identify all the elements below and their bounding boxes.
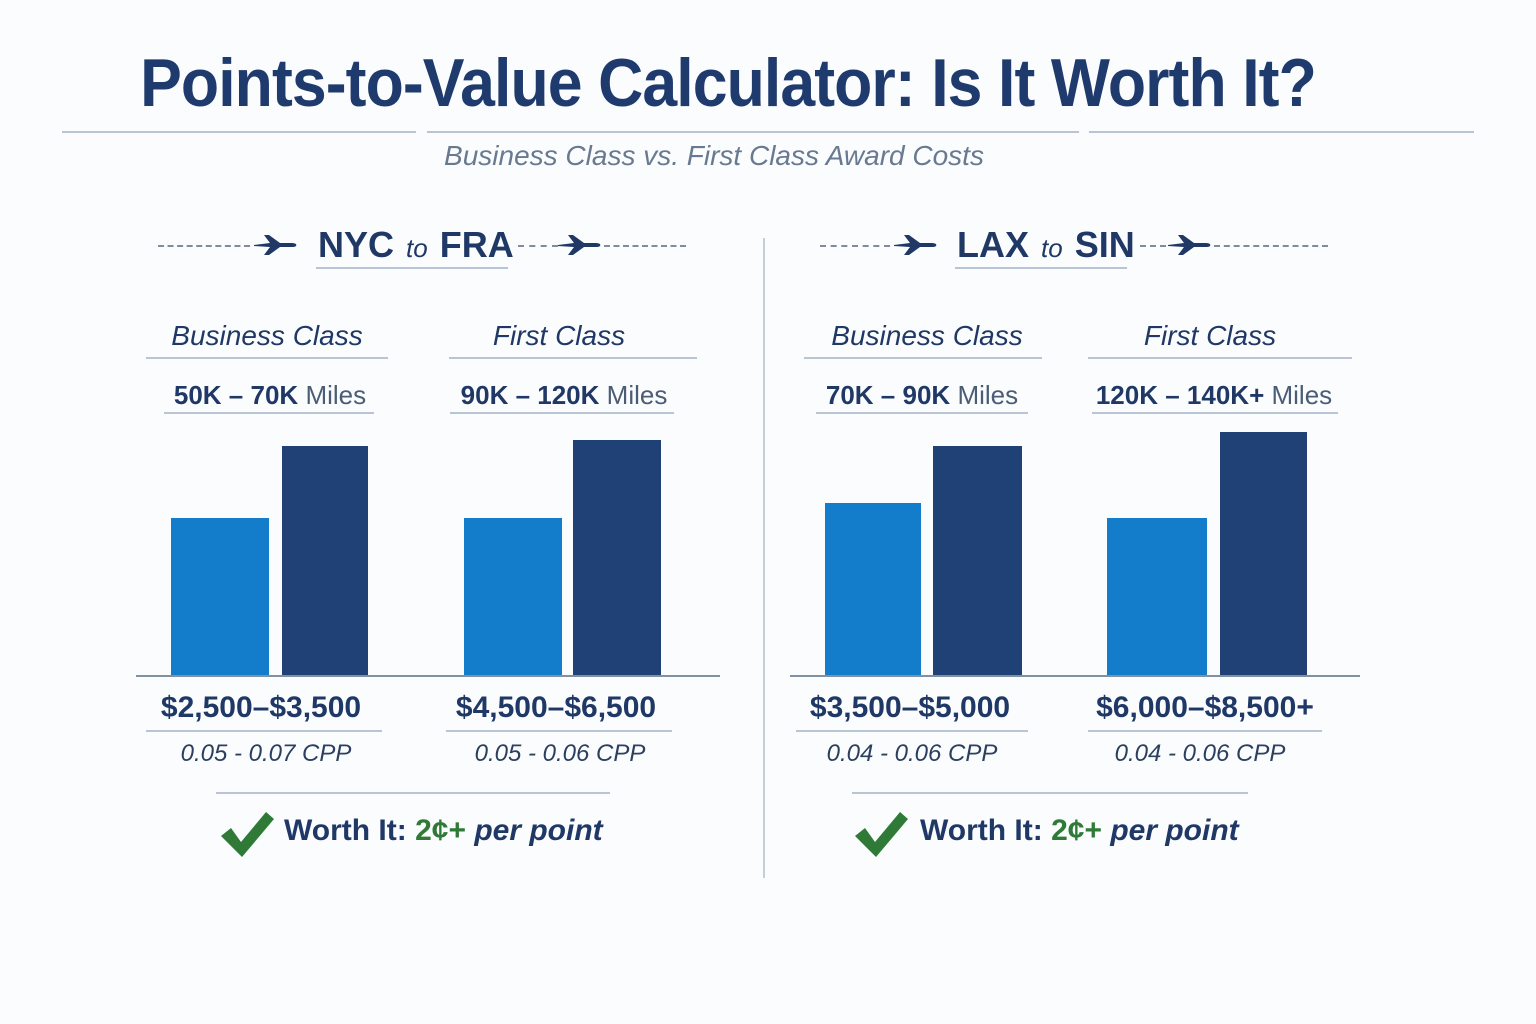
class-underline [146, 357, 388, 359]
miles-unit: Miles [305, 380, 367, 410]
miles-unit: Miles [957, 380, 1019, 410]
route-dash-mid [518, 245, 558, 247]
chart-baseline [136, 675, 720, 677]
route-underline [316, 267, 508, 269]
route-dash-mid [1140, 245, 1166, 247]
verdict-text: Worth It: 2¢+ per point [920, 814, 1239, 848]
verdict-suffix: per point [474, 814, 603, 847]
verdict-suffix: per point [1110, 814, 1239, 847]
verdict-label: Worth It: [284, 814, 407, 847]
miles-value: 90K – 120K [460, 380, 600, 410]
title-rule-right [1089, 131, 1474, 133]
page-subtitle: Business Class vs. First Class Award Cos… [444, 140, 984, 171]
cpp-value: 0.04 - 0.06 CPP [1114, 740, 1286, 767]
route-to-word: to [406, 233, 428, 263]
miles-underline [816, 412, 1028, 414]
airplane-icon [254, 235, 297, 255]
bar-first-light [464, 518, 562, 675]
class-label-first: First Class [492, 320, 626, 351]
miles-unit: Miles [606, 380, 668, 410]
verdict-value: 2¢+ [415, 814, 466, 847]
price-underline [446, 730, 672, 732]
miles-range: 90K – 120K Miles [444, 380, 684, 411]
panel-divider [763, 238, 765, 878]
route-dash-left [158, 245, 250, 247]
checkmark-icon [221, 812, 274, 857]
bar-first-light [1107, 518, 1207, 675]
miles-value: 50K – 70K [173, 380, 299, 410]
miles-underline [164, 412, 374, 414]
price-range: $3,500–$5,000 [809, 691, 1011, 724]
bar-business-dark [933, 446, 1022, 675]
airplane-icon [558, 235, 601, 255]
verdict-rule [852, 792, 1248, 794]
cpp-value: 0.05 - 0.06 CPP [474, 740, 646, 767]
checkmark-icon [855, 812, 908, 857]
price-underline [1088, 730, 1322, 732]
cpp-value: 0.05 - 0.07 CPP [180, 740, 352, 767]
price-range: $6,000–$8,500+ [1096, 691, 1314, 724]
verdict-value: 2¢+ [1051, 814, 1102, 847]
price-range: $4,500–$6,500 [455, 691, 657, 724]
class-underline [804, 357, 1042, 359]
bar-business-dark [282, 446, 368, 675]
class-label-first: First Class [1143, 320, 1277, 351]
route-underline [955, 267, 1127, 269]
airplane-icon [894, 235, 937, 255]
miles-value: 70K – 90K [825, 380, 951, 410]
route-dash-right [1214, 245, 1328, 247]
route-dash-left [820, 245, 890, 247]
route-to-word: to [1041, 233, 1063, 263]
chart-baseline [790, 675, 1360, 677]
cpp-value: 0.04 - 0.06 CPP [826, 740, 998, 767]
price-underline [146, 730, 382, 732]
miles-range: 70K – 90K Miles [800, 380, 1044, 411]
route-label: NYC to FRA [318, 224, 514, 266]
class-label-business: Business Class [171, 320, 363, 351]
bar-first-dark [1220, 432, 1307, 675]
title-rule-center [427, 131, 1079, 133]
route-label: LAX to SIN [957, 224, 1135, 266]
miles-underline [450, 412, 674, 414]
airplane-icon [1168, 235, 1211, 255]
bar-first-dark [573, 440, 661, 675]
miles-underline [1092, 412, 1338, 414]
class-label-business: Business Class [831, 320, 1023, 351]
miles-unit: Miles [1271, 380, 1333, 410]
class-underline [1088, 357, 1352, 359]
price-range: $2,500–$3,500 [160, 691, 362, 724]
route-destination: FRA [439, 224, 514, 265]
page-title: Points-to-Value Calculator: Is It Worth … [140, 45, 1317, 121]
route-origin: LAX [957, 224, 1029, 265]
route-origin: NYC [318, 224, 395, 265]
title-rule-left [62, 131, 416, 133]
route-destination: SIN [1074, 224, 1135, 265]
bar-business-light [171, 518, 269, 675]
route-dash-right [604, 245, 686, 247]
miles-value: 120K – 140K+ [1095, 380, 1265, 410]
miles-range: 120K – 140K+ Miles [1080, 380, 1348, 411]
verdict-rule [216, 792, 610, 794]
bar-business-light [825, 503, 921, 675]
class-underline [449, 357, 697, 359]
price-underline [796, 730, 1028, 732]
miles-range: 50K – 70K Miles [150, 380, 390, 411]
verdict-text: Worth It: 2¢+ per point [284, 814, 603, 848]
verdict-label: Worth It: [920, 814, 1043, 847]
